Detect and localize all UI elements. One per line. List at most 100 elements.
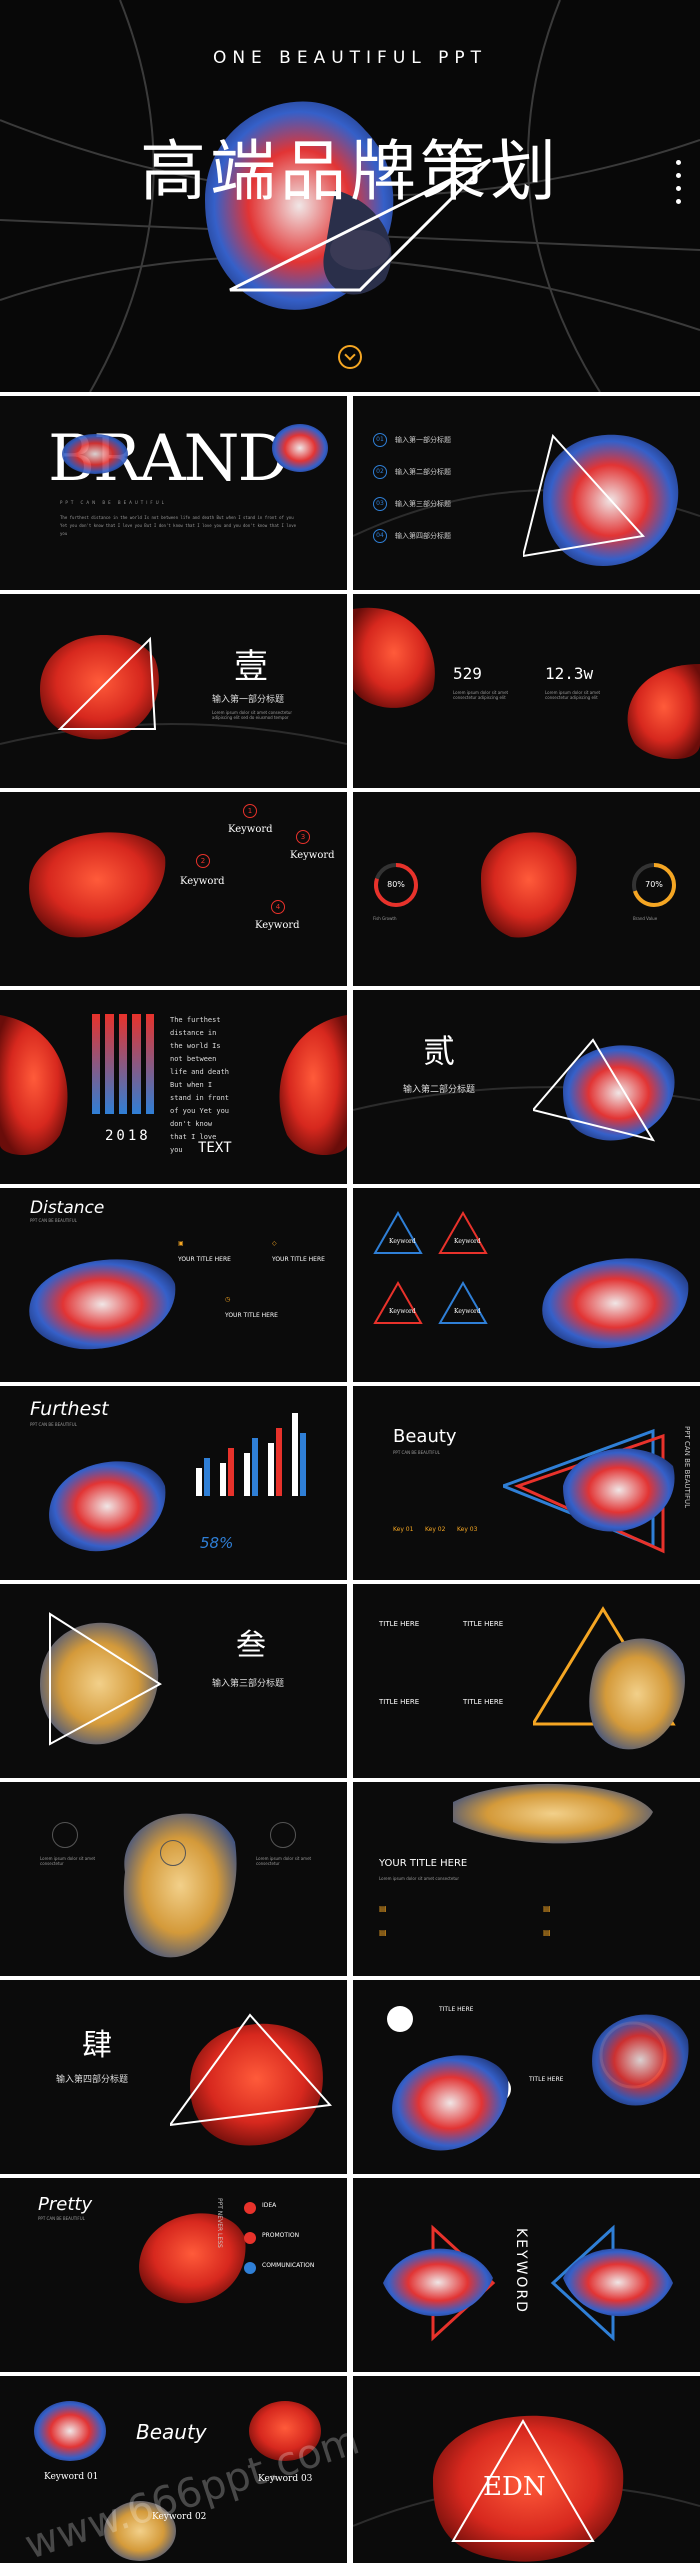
item-title: YOUR TITLE HERE bbox=[178, 1256, 231, 1263]
slide-progress: 80% Fish Growth 70% Brand Value bbox=[353, 792, 700, 986]
cover-slide: ONE BEAUTIFUL PPT 高端品牌策划 bbox=[0, 0, 700, 392]
bar-group bbox=[92, 1014, 155, 1114]
stat-body: Lorem ipsum dolor sit amet consectetur a… bbox=[453, 690, 509, 700]
section-number: 壹 bbox=[234, 647, 268, 687]
poem-text: The furthest distance in the world Is no… bbox=[170, 1016, 230, 1154]
keyword-label: Keyword bbox=[255, 920, 300, 931]
vertical-text: PPT NEVER LESS bbox=[216, 2198, 223, 2248]
list-item-label: 输入第四部分标题 bbox=[395, 532, 451, 540]
keyword-label: Keyword bbox=[389, 1238, 416, 1245]
slide-body: Lorem ipsum dolor sit amet consectetur bbox=[379, 1876, 460, 1881]
item-title: TITLE HERE bbox=[463, 1698, 504, 1706]
item-title: PROMOTION bbox=[262, 2232, 300, 2239]
cover-subtitle: ONE BEAUTIFUL PPT bbox=[212, 48, 488, 68]
slide-pretty: Pretty PPT CAN BE BEAUTIFUL PPT NEVER LE… bbox=[0, 2178, 347, 2372]
betta-fish-image bbox=[392, 2055, 509, 2151]
slide-beauty-keywords: Beauty Keyword 01 Keyword 03 Keyword 02 bbox=[0, 2376, 347, 2563]
betta-fish-image bbox=[40, 1612, 162, 1746]
betta-fish-image bbox=[533, 1038, 675, 1142]
betta-fish-image bbox=[123, 1813, 237, 1958]
item-body: Lorem ipsum dolor sit amet consectetur bbox=[256, 1856, 312, 1866]
slide-icons-fish: Lorem ipsum dolor sit amet consectetur L… bbox=[0, 1782, 347, 1976]
list-item-label: 输入第三部分标题 bbox=[395, 500, 451, 508]
number-badge: 2 bbox=[196, 854, 210, 868]
diamond-icon: ◇ bbox=[272, 1240, 277, 1247]
item-title: TITLE HERE bbox=[529, 2076, 564, 2083]
number-badge: 1 bbox=[243, 804, 257, 818]
number-badge: 3 bbox=[296, 830, 310, 844]
number-badge: 01 bbox=[373, 433, 387, 447]
stat-body: Lorem ipsum dolor sit amet consectetur a… bbox=[545, 690, 601, 700]
slide-stats: 529 12.3w Lorem ipsum dolor sit amet con… bbox=[353, 594, 700, 788]
chart-bars bbox=[196, 1413, 306, 1496]
list-item[interactable]: 02 输入第二部分标题 bbox=[373, 456, 451, 488]
section-title: 输入第二部分标题 bbox=[403, 1085, 476, 1095]
number-badge: 4 bbox=[271, 900, 285, 914]
vertical-text: PPT CAN BE BEAUTIFUL bbox=[683, 1426, 691, 1509]
slide-title-icons: TITLE HERE TITLE HERE bbox=[353, 1980, 700, 2174]
betta-fish-image bbox=[62, 434, 128, 474]
progress-value: 70% bbox=[645, 880, 663, 889]
year-label: 2018 bbox=[105, 1128, 151, 1144]
progress-label: Fish Growth bbox=[373, 916, 397, 921]
betta-fish-image bbox=[481, 832, 577, 938]
betta-fish-image bbox=[29, 832, 166, 938]
slide-title: Beauty bbox=[393, 1426, 457, 1447]
slide-triangles: Keyword Keyword Keyword Keyword bbox=[353, 1188, 700, 1382]
stat-number: 529 bbox=[453, 664, 482, 683]
brand-tagline: PPT CAN BE BEAUTIFUL bbox=[60, 500, 167, 505]
section-number: 贰 bbox=[423, 1032, 456, 1070]
betta-fish-image bbox=[104, 2501, 176, 2561]
betta-fish-image bbox=[279, 1015, 347, 1155]
slide-part-one: 壹 输入第一部分标题 Lorem ipsum dolor sit amet co… bbox=[0, 594, 347, 788]
section-title: 输入第四部分标题 bbox=[56, 2075, 129, 2085]
slide-keyword: KEYWORD bbox=[353, 2178, 700, 2372]
slide-part-three: 叁 输入第三部分标题 bbox=[0, 1584, 347, 1778]
number-badge: 04 bbox=[373, 529, 387, 543]
betta-fish-image bbox=[249, 2401, 321, 2461]
number-badge: 02 bbox=[373, 465, 387, 479]
list-item[interactable]: 03 输入第三部分标题 bbox=[373, 488, 451, 520]
betta-fish-image bbox=[433, 2415, 624, 2562]
betta-fish-image bbox=[542, 1258, 689, 1349]
betta-fish-image bbox=[170, 2013, 333, 2146]
item-body: Lorem ipsum dolor sit amet consectetur bbox=[40, 1856, 96, 1866]
slide-part-four: 肆 输入第四部分标题 bbox=[0, 1980, 347, 2174]
slide-keywords: 1 Keyword 2 Keyword 3 Keyword 4 Keyword bbox=[0, 792, 347, 986]
betta-fish-image bbox=[592, 2014, 689, 2106]
list-item[interactable]: 04 输入第四部分标题 bbox=[373, 520, 451, 552]
slide-end: EDN bbox=[353, 2376, 700, 2563]
slide-subtitle: PPT CAN BE BEAUTIFUL bbox=[393, 1450, 440, 1455]
number-badge bbox=[244, 2202, 256, 2214]
betta-fish-image bbox=[533, 1606, 685, 1750]
betta-fish-image bbox=[353, 607, 435, 708]
triangle-grid bbox=[373, 1210, 488, 1324]
item-title: TITLE HERE bbox=[439, 2006, 474, 2013]
section-number: 叁 bbox=[236, 1628, 266, 1663]
betta-fish-image bbox=[205, 101, 394, 310]
item-title: COMMUNICATION bbox=[262, 2262, 315, 2269]
vertical-keyword: KEYWORD bbox=[513, 2228, 529, 2314]
progress-ring bbox=[374, 863, 418, 907]
sliders-icon bbox=[270, 1822, 296, 1848]
target-icon bbox=[387, 2006, 413, 2032]
bar-chart bbox=[196, 1413, 306, 1496]
item-title: YOUR TITLE HERE bbox=[225, 1312, 278, 1319]
chart-icon: ▤ bbox=[379, 1904, 387, 1913]
slide-your-title: YOUR TITLE HERE Lorem ipsum dolor sit am… bbox=[353, 1782, 700, 1976]
section-body: Lorem ipsum dolor sit amet consectetur a… bbox=[212, 710, 293, 720]
slide-title: Furthest bbox=[30, 1398, 109, 1420]
brand-body: The furthest distance in the world Is no… bbox=[60, 515, 297, 536]
list-item[interactable]: 01 输入第一部分标题 bbox=[373, 424, 451, 456]
keyword-label: Keyword bbox=[454, 1238, 481, 1245]
clock-icon: ◷ bbox=[225, 1296, 231, 1303]
keyword-label: Keyword bbox=[180, 876, 225, 887]
light-lines bbox=[0, 723, 347, 745]
keyword-label: Keyword bbox=[454, 1308, 481, 1315]
list-item-label: 输入第一部分标题 bbox=[395, 436, 451, 444]
scroll-down-button[interactable] bbox=[338, 345, 362, 369]
progress-value: 80% bbox=[387, 880, 405, 889]
chevron-down-icon bbox=[344, 349, 356, 361]
betta-fish-image bbox=[139, 2213, 246, 2304]
contents-list: 01 输入第一部分标题 02 输入第二部分标题 03 输入第三部分标题 04 输… bbox=[373, 424, 451, 552]
